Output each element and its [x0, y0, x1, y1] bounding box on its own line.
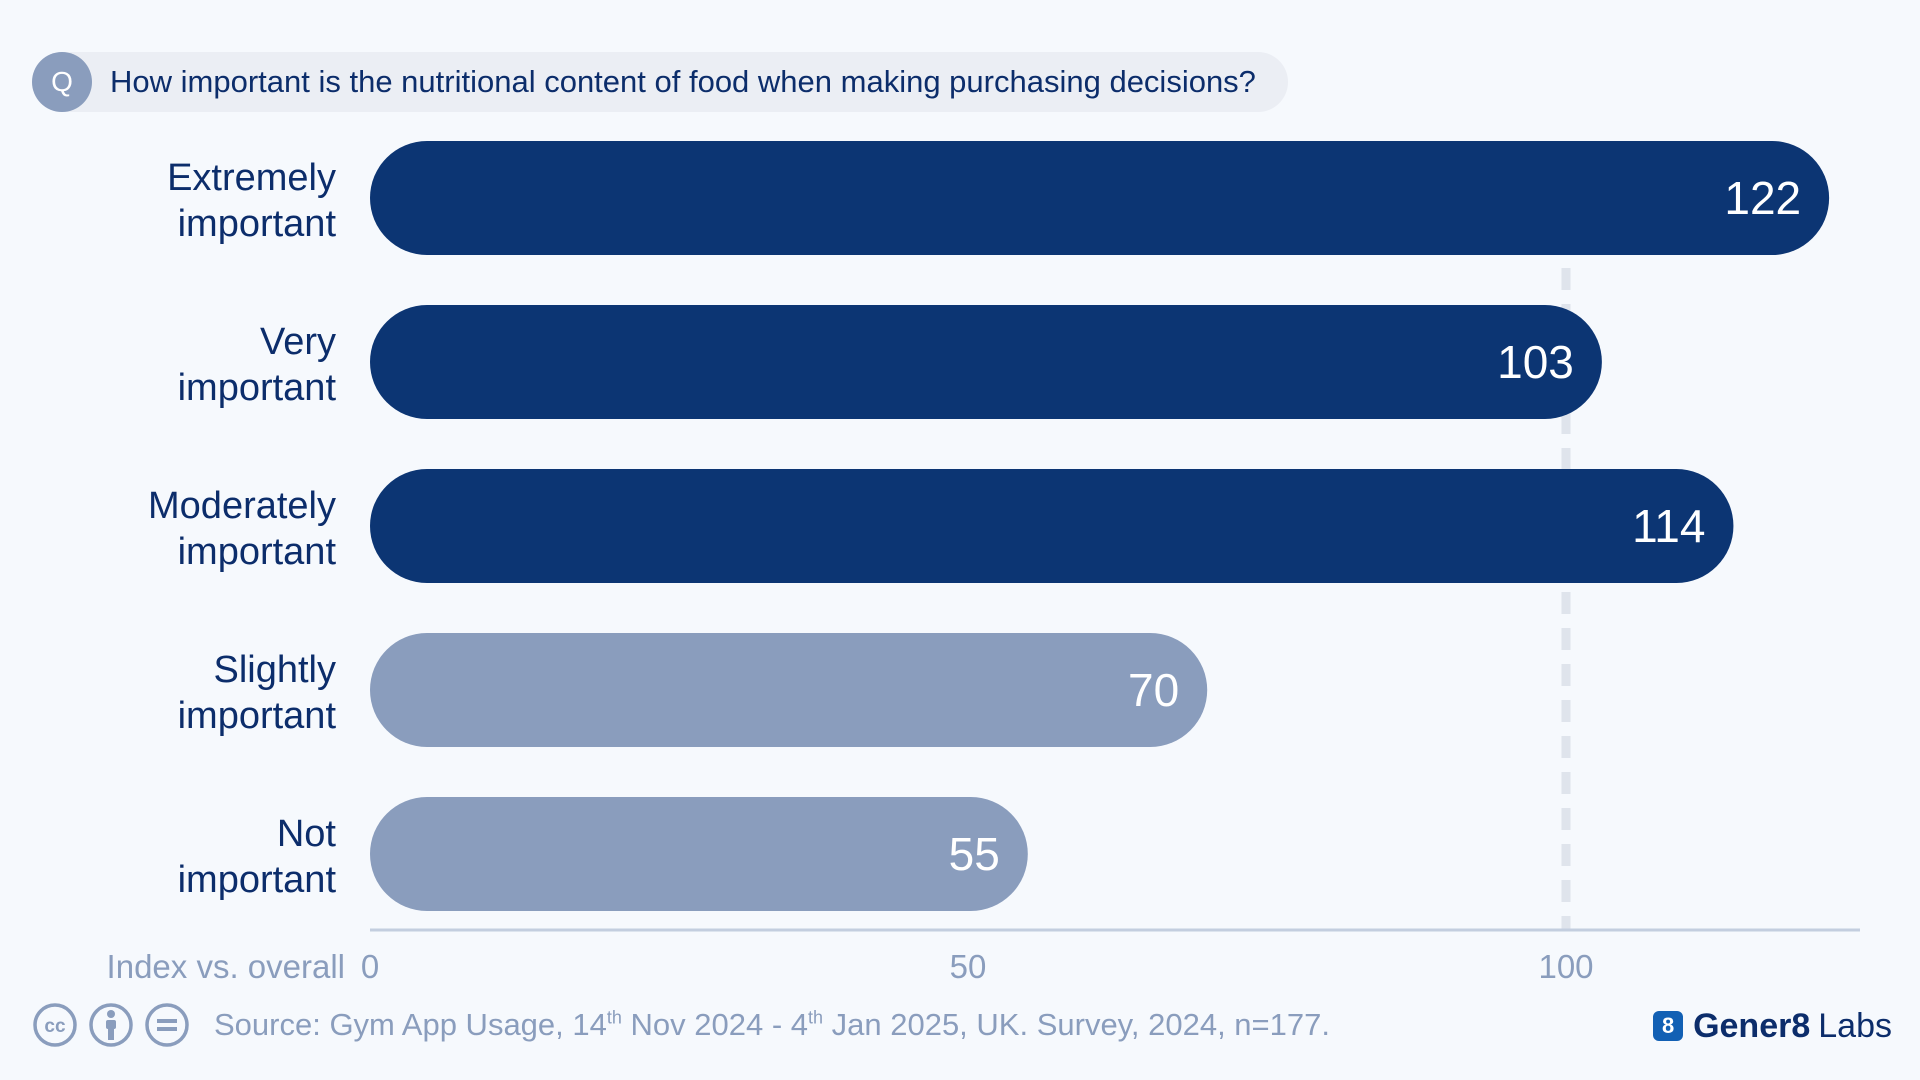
question-badge: Q [32, 52, 92, 112]
no-derivatives-icon [145, 1003, 189, 1047]
data-label: 70 [1128, 664, 1179, 716]
svg-text:cc: cc [44, 1016, 66, 1037]
category-label: Moderately [148, 485, 336, 527]
category-label: Not [277, 813, 337, 855]
category-label: Extremely [167, 157, 336, 199]
tick-label: 0 [361, 948, 379, 985]
cc-icon: cc [33, 1003, 77, 1047]
bar [370, 633, 1208, 747]
brand-mark-icon: 8 [1653, 1011, 1684, 1041]
bar [370, 141, 1830, 255]
source-note: Source: Gym App Usage, 14th Nov 2024 - 4… [214, 1007, 1330, 1042]
category-label: Slightly [214, 649, 337, 691]
category-label: Very [260, 321, 336, 363]
bar [370, 305, 1602, 419]
question-banner: Q How important is the nutritional conte… [32, 52, 1288, 112]
category-label: important [178, 859, 337, 901]
category-label: important [178, 531, 337, 573]
tick-label: 50 [950, 948, 987, 985]
category-label: important [178, 695, 337, 737]
tick-label: 100 [1538, 948, 1593, 985]
x-axis-label: Index vs. overall [107, 948, 345, 985]
bar-chart: 122Extremelyimportant103Veryimportant114… [107, 141, 1860, 985]
category-label: important [178, 203, 337, 245]
data-label: 103 [1497, 336, 1574, 388]
attribution-icon [89, 1003, 133, 1047]
bar [370, 469, 1734, 583]
data-label: 55 [949, 828, 1000, 880]
brand-name: Gener8 [1693, 1006, 1811, 1045]
footer: cc Source: Gym App Usage, 14th Nov 2024 … [32, 1000, 1330, 1050]
bar [370, 797, 1028, 911]
question-text: How important is the nutritional content… [110, 64, 1256, 99]
category-label: important [178, 367, 337, 409]
data-label: 114 [1632, 500, 1705, 552]
brand-suffix: Labs [1818, 1006, 1892, 1045]
brand-logo: 8 Gener8 Labs [1653, 1004, 1892, 1048]
data-label: 122 [1724, 172, 1801, 224]
